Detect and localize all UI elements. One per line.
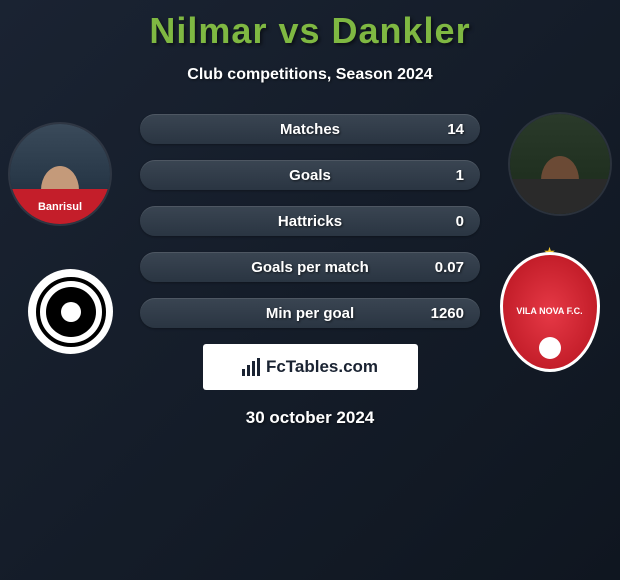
chart-bar — [247, 365, 250, 376]
comparison-date: 30 october 2024 — [0, 408, 620, 428]
stat-label: Min per goal — [266, 305, 354, 322]
chart-bar — [257, 358, 260, 376]
brand-badge: FcTables.com — [203, 344, 418, 390]
stat-value-right: 14 — [447, 121, 464, 138]
player-left-avatar: Banrisul — [10, 124, 110, 224]
stat-label: Matches — [280, 121, 340, 138]
stat-value-right: 1 — [456, 167, 464, 184]
stat-row: Hattricks 0 — [140, 206, 480, 236]
vila-text: VILA NOVA F.C. — [516, 307, 582, 317]
stat-row: Min per goal 1260 — [140, 298, 480, 328]
chart-bar — [242, 369, 245, 376]
player-left-photo: Banrisul — [10, 124, 110, 224]
page-title: Nilmar vs Dankler — [0, 10, 620, 52]
stat-row: Goals 1 — [140, 160, 480, 190]
main-area: Banrisul ★ VILA NOVA F.C. — [0, 114, 620, 428]
jersey-sponsor: Banrisul — [38, 201, 82, 213]
stat-value-right: 0 — [456, 213, 464, 230]
chart-icon — [242, 358, 260, 376]
page-subtitle: Club competitions, Season 2024 — [0, 66, 620, 84]
player-left-jersey: Banrisul — [10, 189, 110, 224]
vila-shield: VILA NOVA F.C. — [500, 252, 600, 372]
stat-row: Matches 14 — [140, 114, 480, 144]
vila-ball-icon — [539, 337, 561, 359]
player-right-jersey — [510, 179, 610, 214]
brand-text: FcTables.com — [266, 357, 378, 377]
player-right-photo — [510, 114, 610, 214]
stat-value-right: 1260 — [431, 305, 464, 322]
stat-label: Goals — [289, 167, 331, 184]
stat-label: Goals per match — [251, 259, 369, 276]
santos-crest — [36, 277, 106, 347]
player-right-avatar — [510, 114, 610, 214]
chart-bar — [252, 361, 255, 376]
stat-value-right: 0.07 — [435, 259, 464, 276]
club-right-badge: ★ VILA NOVA F.C. — [497, 249, 602, 374]
santos-ball-icon — [61, 302, 81, 322]
stat-label: Hattricks — [278, 213, 342, 230]
club-left-badge — [28, 269, 113, 354]
stat-row: Goals per match 0.07 — [140, 252, 480, 282]
vila-nova-crest: ★ VILA NOVA F.C. — [500, 252, 600, 372]
stats-list: Matches 14 Goals 1 Hattricks 0 Goals per… — [140, 114, 480, 328]
comparison-card: Nilmar vs Dankler Club competitions, Sea… — [0, 0, 620, 428]
santos-inner — [46, 287, 96, 337]
